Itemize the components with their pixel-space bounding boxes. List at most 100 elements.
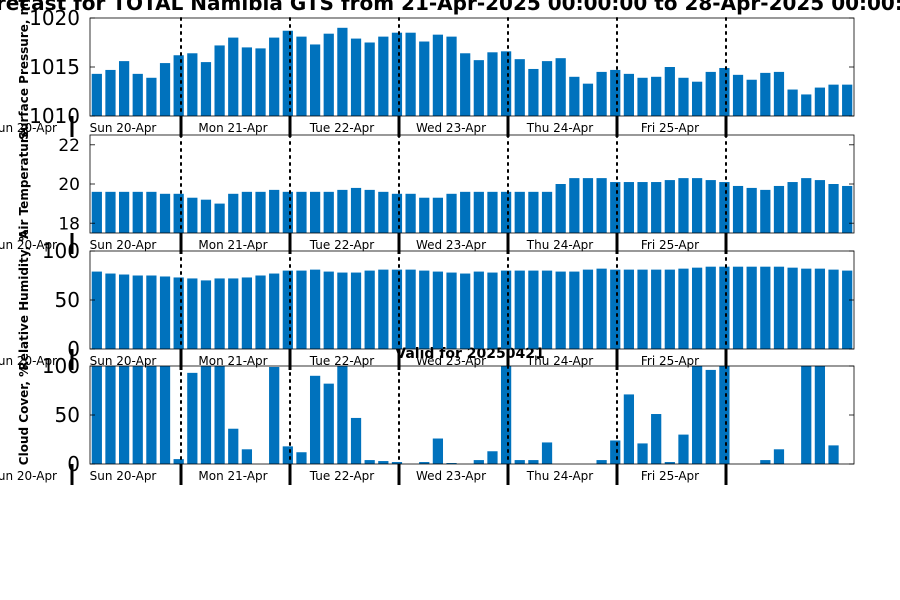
data-bar <box>350 417 362 464</box>
data-bar <box>541 61 553 116</box>
y-axis-label: Surface Pressure, mb <box>17 0 31 140</box>
data-bar <box>610 69 621 116</box>
data-bar <box>555 58 566 116</box>
data-bar <box>187 278 198 349</box>
data-bar <box>419 270 430 349</box>
data-bar <box>528 270 539 349</box>
data-bar <box>296 452 307 464</box>
data-bar <box>159 193 171 233</box>
data-bar <box>91 73 102 116</box>
data-bar <box>296 36 307 117</box>
data-bar <box>787 89 798 116</box>
data-bar <box>691 178 703 233</box>
y-axis-label: Cloud Cover, % <box>17 365 31 465</box>
data-bar <box>105 366 116 464</box>
data-bar <box>350 38 362 116</box>
data-bar <box>528 191 539 233</box>
data-bar <box>678 178 689 233</box>
y-tick-label: 0 <box>67 337 80 361</box>
data-bar <box>610 440 621 464</box>
data-bar <box>105 69 116 116</box>
data-bar <box>651 76 662 116</box>
data-bar <box>228 428 239 464</box>
data-bar <box>596 460 607 464</box>
data-bar <box>541 191 553 233</box>
data-bar <box>228 193 239 233</box>
data-bar <box>419 462 430 464</box>
data-bar <box>446 193 457 233</box>
data-bar <box>691 366 703 464</box>
data-bar <box>105 191 116 233</box>
data-bar <box>582 269 594 349</box>
data-bar <box>787 182 798 233</box>
data-bar <box>487 191 498 233</box>
data-bar <box>719 67 730 116</box>
data-bar <box>405 32 416 117</box>
data-bar <box>173 193 184 233</box>
data-bar <box>200 366 212 464</box>
data-bar <box>391 269 403 349</box>
data-bar <box>623 269 635 349</box>
data-bar <box>773 266 785 349</box>
x-start-label: Sun 20-Apr <box>0 354 57 368</box>
data-bar <box>391 193 403 233</box>
x-day-label: Wed 23-Apr <box>416 121 486 135</box>
data-bar <box>555 184 566 233</box>
data-bar <box>350 187 362 233</box>
data-bar <box>432 197 444 233</box>
data-bar <box>828 445 839 464</box>
y-tick-label: 50 <box>55 403 80 427</box>
y-tick-label: 1020 <box>29 6 80 30</box>
data-bar <box>487 52 498 116</box>
data-bar <box>241 449 253 464</box>
data-bar <box>814 366 826 464</box>
x-day-label: Wed 23-Apr <box>416 238 486 252</box>
data-bar <box>391 462 403 464</box>
data-bar <box>364 270 375 349</box>
data-bar <box>200 62 212 116</box>
data-bar <box>378 269 389 349</box>
data-bar <box>664 180 675 233</box>
data-bar <box>187 197 198 233</box>
y-tick-label: 22 <box>58 136 80 156</box>
data-bar <box>323 191 334 233</box>
data-bar <box>569 178 580 233</box>
data-bar <box>228 278 239 349</box>
data-bar <box>214 203 225 233</box>
data-bar <box>173 459 184 464</box>
data-bar <box>500 270 512 349</box>
data-bar <box>269 189 280 233</box>
x-day-label: Mon 21-Apr <box>198 238 267 252</box>
data-bar <box>187 53 198 116</box>
data-bar <box>132 73 143 116</box>
data-bar <box>282 270 293 349</box>
data-bar <box>323 33 334 116</box>
data-bar <box>337 366 348 464</box>
data-bar <box>596 71 607 116</box>
data-bar <box>528 68 539 116</box>
data-bar <box>623 394 635 464</box>
data-bar <box>241 191 253 233</box>
data-bar <box>814 87 826 116</box>
data-bar <box>146 275 157 349</box>
data-bar <box>487 272 498 349</box>
x-day-label: Mon 21-Apr <box>198 469 267 483</box>
data-bar <box>337 272 348 349</box>
data-bar <box>228 37 239 116</box>
data-bar <box>282 191 293 233</box>
data-bar <box>337 27 348 116</box>
data-bar <box>801 268 812 349</box>
data-bar <box>282 30 293 117</box>
data-bar <box>842 84 853 116</box>
y-tick-label: 20 <box>58 175 80 195</box>
data-bar <box>241 47 253 116</box>
data-bar <box>214 45 225 116</box>
x-day-label: Tue 22-Apr <box>309 121 374 135</box>
data-bar <box>828 84 839 116</box>
data-bar <box>309 44 321 116</box>
x-day-label: Mon 21-Apr <box>198 354 267 368</box>
data-bar <box>732 185 744 233</box>
data-bar <box>350 272 362 349</box>
data-bar <box>842 185 853 233</box>
